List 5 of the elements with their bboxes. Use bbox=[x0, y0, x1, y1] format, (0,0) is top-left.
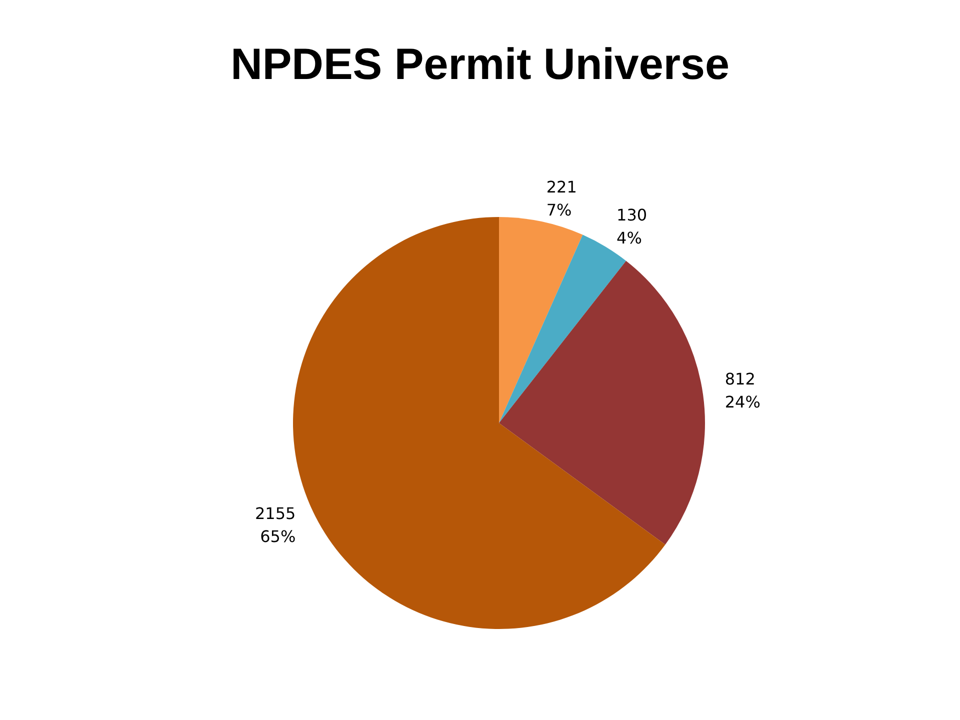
data-label: 130 4% bbox=[616, 205, 648, 248]
data-label: 812 24% bbox=[724, 369, 760, 412]
chart-title: NPDES Permit Universe bbox=[230, 40, 730, 90]
data-label: 2155 65% bbox=[254, 504, 296, 546]
data-label: 221 7% bbox=[546, 178, 577, 220]
